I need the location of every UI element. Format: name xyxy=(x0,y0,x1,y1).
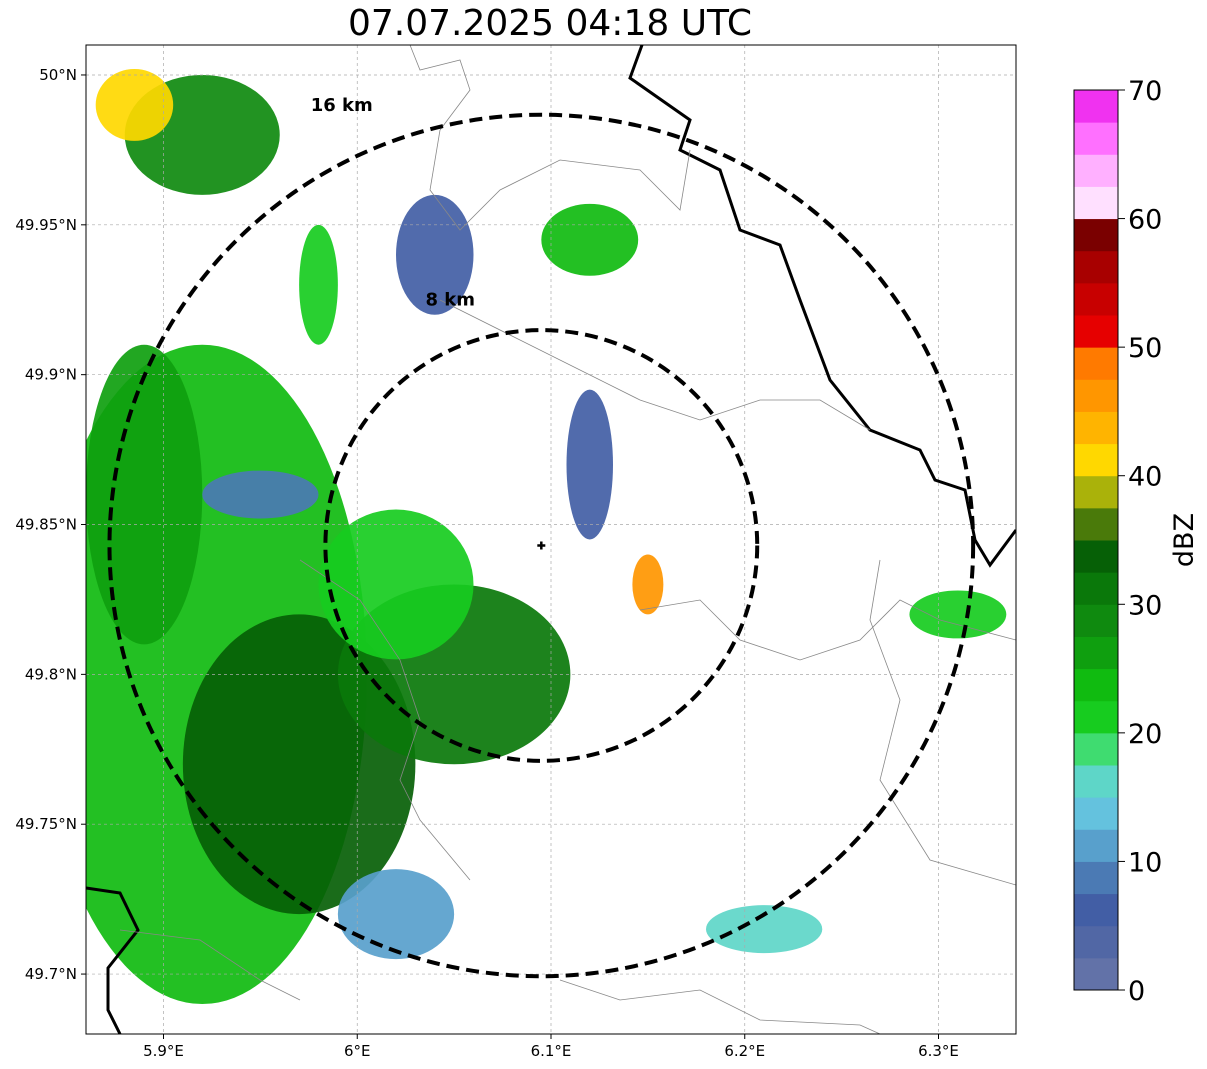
echo-cell-7 xyxy=(95,68,174,141)
colorbar-segment xyxy=(1074,154,1118,187)
colorbar-tick-label: 20 xyxy=(1128,719,1162,750)
colorbar-segment xyxy=(1074,797,1118,830)
echo-cell-12 xyxy=(706,905,823,954)
colorbar-tick-label: 30 xyxy=(1128,590,1162,621)
colorbar-tick-label: 60 xyxy=(1128,205,1162,236)
longitude-axis: 5.9°E 6°E 6.1°E 6.2°E 6.3°E xyxy=(143,1034,959,1060)
admin-line-3 xyxy=(299,559,471,881)
boundary-lines xyxy=(86,45,1016,1034)
colorbar-segment xyxy=(1074,475,1118,509)
lat-tick-label: 49.95°N xyxy=(15,216,77,234)
colorbar-tick-label: 50 xyxy=(1128,333,1162,364)
colorbar-segment xyxy=(1074,604,1118,637)
colorbar-segment xyxy=(1074,925,1118,959)
chart-title: 07.07.2025 04:18 UTC xyxy=(347,3,753,44)
colorbar-segment xyxy=(1074,861,1118,895)
echo-cell-10 xyxy=(566,389,613,540)
colorbar-frame xyxy=(1073,89,1119,991)
lon-tick-label: 5.9°E xyxy=(143,1042,184,1060)
colorbar-segment xyxy=(1074,732,1118,766)
lon-tick-label: 6°E xyxy=(344,1042,371,1060)
colorbar: 0 10 20 30 40 50 60 70 dBZ xyxy=(1073,76,1200,1007)
colorbar-title: dBZ xyxy=(1169,513,1200,567)
colorbar-segment xyxy=(1074,218,1118,252)
range-ring-16km xyxy=(107,112,976,979)
border-line-north xyxy=(628,45,1016,568)
lat-tick-label: 49.75°N xyxy=(15,815,77,833)
colorbar-segment xyxy=(1074,315,1118,348)
admin-line-7 xyxy=(119,929,301,1001)
colorbar-segment xyxy=(1074,186,1118,220)
range-rings: 8 km 16 km xyxy=(107,95,976,979)
echo-cell-15 xyxy=(202,470,319,519)
colorbar-tick-label: 70 xyxy=(1128,76,1162,107)
lat-tick-label: 49.9°N xyxy=(25,366,77,384)
echo-cell-5 xyxy=(86,344,203,645)
lat-tick-label: 49.7°N xyxy=(25,965,77,983)
echo-cell-13 xyxy=(909,590,1007,639)
latitude-axis: 50°N 49.95°N 49.9°N 49.85°N 49.8°N 49.75°N 49.… xyxy=(15,66,86,983)
colorbar-tick-label: 0 xyxy=(1128,976,1145,1007)
colorbar-segment xyxy=(1074,282,1118,316)
admin-line-6 xyxy=(559,979,881,1034)
echo-cell-4 xyxy=(318,509,474,660)
lat-tick-label: 49.85°N xyxy=(15,516,77,534)
range-ring-label: 8 km xyxy=(425,290,475,311)
colorbar-segment xyxy=(1074,379,1118,412)
lat-tick-label: 49.8°N xyxy=(25,665,77,683)
colorbar-segment xyxy=(1074,893,1118,927)
lon-tick-label: 6.2°E xyxy=(724,1042,765,1060)
lon-tick-label: 6.3°E xyxy=(918,1042,959,1060)
colorbar-segment xyxy=(1074,443,1118,477)
colorbar-segment xyxy=(1074,540,1118,573)
radar-site-marker xyxy=(537,541,546,550)
admin-line-1 xyxy=(409,45,691,231)
echo-cell-14 xyxy=(299,224,338,345)
range-ring-8km xyxy=(323,328,760,763)
lon-tick-label: 6.1°E xyxy=(531,1042,572,1060)
colorbar-segment xyxy=(1074,829,1118,862)
colorbar-segment xyxy=(1074,122,1118,155)
map-panel: 8 km 16 km xyxy=(85,44,1017,1035)
colorbar-segment xyxy=(1074,411,1118,445)
colorbar-tick-label: 10 xyxy=(1128,847,1162,878)
colorbar-segment xyxy=(1074,572,1118,605)
colorbar-segment xyxy=(1074,347,1118,380)
range-ring-label: 16 km xyxy=(311,95,373,116)
admin-line-2 xyxy=(439,299,871,431)
echo-cell-16 xyxy=(337,869,455,960)
admin-line-5 xyxy=(869,559,1016,886)
colorbar-segment xyxy=(1074,957,1118,991)
lat-tick-label: 50°N xyxy=(39,66,77,84)
gridlines xyxy=(86,45,1016,1034)
border-line-southwest xyxy=(86,886,140,1034)
colorbar-segment xyxy=(1074,507,1118,541)
colorbar-segment xyxy=(1074,765,1118,798)
colorbar-tick-label: 40 xyxy=(1128,462,1162,493)
colorbar-segment xyxy=(1074,250,1118,284)
echo-cell-9 xyxy=(541,203,639,276)
colorbar-segment xyxy=(1074,90,1118,123)
colorbar-segment xyxy=(1074,700,1118,734)
echo-cell-11 xyxy=(632,554,664,615)
admin-line-4 xyxy=(639,599,1016,661)
colorbar-segment xyxy=(1074,636,1118,670)
colorbar-segment xyxy=(1074,668,1118,702)
